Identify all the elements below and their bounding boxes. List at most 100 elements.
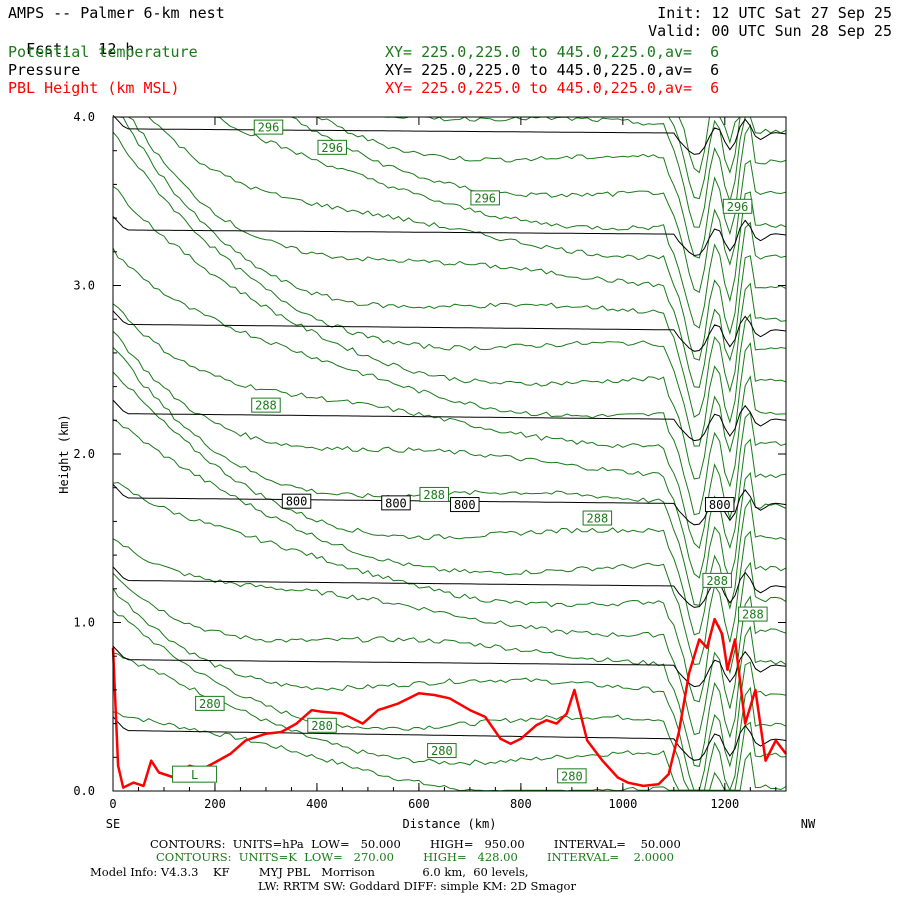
forecast-label: Fcst: xyxy=(26,40,72,58)
theta-contour xyxy=(112,588,787,792)
theta-label-box xyxy=(582,510,613,526)
y-tick-label: 0.0 xyxy=(73,784,95,798)
theta-contour xyxy=(113,116,787,418)
theta-contour xyxy=(112,652,787,791)
theta-contour xyxy=(113,116,787,329)
x-axis-label: Distance (km) xyxy=(403,817,497,831)
theta-label: 280 xyxy=(311,719,333,733)
x-tick-label: 800 xyxy=(510,797,532,811)
theta-contour xyxy=(112,538,787,736)
left-end-label: SE xyxy=(106,817,120,831)
footer-model-info: Model Info: V4.3.3 KF MYJ PBL Morrison 6… xyxy=(90,865,529,879)
theta-label: 296 xyxy=(321,141,343,155)
pressure-label-box xyxy=(704,497,735,513)
theta-contour xyxy=(112,131,787,447)
theta-label-box xyxy=(253,119,284,135)
theta-label-box xyxy=(251,397,281,413)
pressure-contour-600 xyxy=(112,114,787,155)
theta-label: 296 xyxy=(727,200,749,214)
field-name-pbl: PBL Height (km MSL) xyxy=(8,79,180,97)
theta-label-box xyxy=(195,695,225,711)
theta-label: 280 xyxy=(199,697,221,711)
axes: 0.0 1.0 2.0 3.0 4.0 0 200 400 600 800 1000 1200 Dist… xyxy=(57,110,816,831)
field-name-pressure: Pressure xyxy=(8,61,81,79)
pressure-contour-650 xyxy=(112,216,787,257)
theta-label: 288 xyxy=(255,399,277,413)
theta-label-box xyxy=(427,743,457,759)
right-end-label: NW xyxy=(801,817,816,831)
theta-contour xyxy=(112,418,787,666)
theta-contour xyxy=(112,572,787,767)
forecast-hours: 12 h xyxy=(98,40,135,58)
pressure-contour-750 xyxy=(112,399,787,442)
x-tick-label: 600 xyxy=(408,797,430,811)
theta-label: 288 xyxy=(706,574,728,588)
pressure-label: 800 xyxy=(385,496,407,510)
x-tick-label: 1200 xyxy=(710,797,739,811)
init-time: Init: 12 UTC Sat 27 Sep 25 xyxy=(657,4,892,22)
theta-label: 280 xyxy=(431,744,453,758)
pressure-contours xyxy=(112,114,787,761)
pressure-contour-900 xyxy=(112,645,787,688)
theta-label-box xyxy=(702,572,732,588)
y-tick-label: 4.0 xyxy=(73,110,95,124)
chart-title: AMPS -- Palmer 6-km nest xyxy=(8,4,225,22)
x-tick-label: 1000 xyxy=(608,797,637,811)
theta-contour xyxy=(113,116,787,259)
pressure-label: 800 xyxy=(454,498,476,512)
theta-label: 296 xyxy=(258,121,280,135)
theta-contour xyxy=(112,371,787,636)
theta-label-box xyxy=(557,768,587,784)
theta-label: 288 xyxy=(587,512,609,526)
theta-contour xyxy=(112,247,787,516)
theta-label-box xyxy=(470,190,500,206)
theta-label: 280 xyxy=(561,769,583,783)
theta-contour xyxy=(112,610,787,792)
x-tick-label: 400 xyxy=(306,797,328,811)
y-tick-label: 3.0 xyxy=(73,279,95,293)
pressure-label: 800 xyxy=(286,495,308,509)
theta-label-box xyxy=(307,717,337,733)
pressure-label: 800 xyxy=(709,498,731,512)
theta-label: 288 xyxy=(742,608,764,622)
theta-label-box xyxy=(722,198,753,214)
footer-theta-contours: CONTOURS: UNITS=K LOW= 270.00 HIGH= 428.… xyxy=(156,850,674,864)
field-xy-pbl: XY= 225.0,225.0 to 445.0,225.0,av= 6 xyxy=(385,79,720,97)
pressure-contour-950 xyxy=(112,716,787,761)
contour-labels: 800 800 800 800 296 296 296 296 288 288 288 288 288 2… xyxy=(172,119,768,784)
theta-contour xyxy=(112,347,787,606)
theta-label: 296 xyxy=(474,191,496,205)
theta-contour xyxy=(113,116,787,388)
pressure-contour-800 xyxy=(112,483,787,526)
field-xy-pressure: XY= 225.0,225.0 to 445.0,225.0,av= 6 xyxy=(385,61,720,79)
theta-label: 288 xyxy=(423,488,445,502)
y-axis-label: Height (km) xyxy=(57,414,71,493)
forecast-line: Fcst: 12 h xyxy=(8,22,134,58)
pressure-label-box xyxy=(450,497,480,513)
x-tick-label: 0 xyxy=(109,797,116,811)
theta-label-box xyxy=(738,606,768,622)
low-marker-box xyxy=(172,765,218,783)
footer-pressure-contours: CONTOURS: UNITS=hPa LOW= 50.000 HIGH= 95… xyxy=(150,837,681,851)
theta-contour xyxy=(112,330,787,579)
theta-label-box xyxy=(317,139,347,155)
pressure-label-box xyxy=(281,493,312,509)
theta-contour xyxy=(112,303,787,550)
theta-contour xyxy=(112,481,787,703)
y-tick-label: 1.0 xyxy=(73,616,95,630)
valid-time: Valid: 00 UTC Sun 28 Sep 25 xyxy=(648,22,892,40)
field-xy-theta: XY= 225.0,225.0 to 445.0,225.0,av= 6 xyxy=(385,43,720,61)
theta-label-box xyxy=(419,486,449,502)
pressure-label-box xyxy=(381,495,411,511)
y-tick-label: 2.0 xyxy=(73,447,95,461)
footer-physics-info: LW: RRTM SW: Goddard DIFF: simple KM: 2D… xyxy=(258,879,576,893)
x-tick-label: 200 xyxy=(204,797,226,811)
theta-contour xyxy=(113,116,787,293)
theta-contour xyxy=(113,116,787,361)
theta-contour xyxy=(112,185,787,480)
field-name-theta: Potential temperature xyxy=(8,43,198,61)
pressure-contour-850 xyxy=(112,566,787,608)
low-marker: L xyxy=(191,768,198,782)
pressure-contour-700 xyxy=(112,310,787,352)
